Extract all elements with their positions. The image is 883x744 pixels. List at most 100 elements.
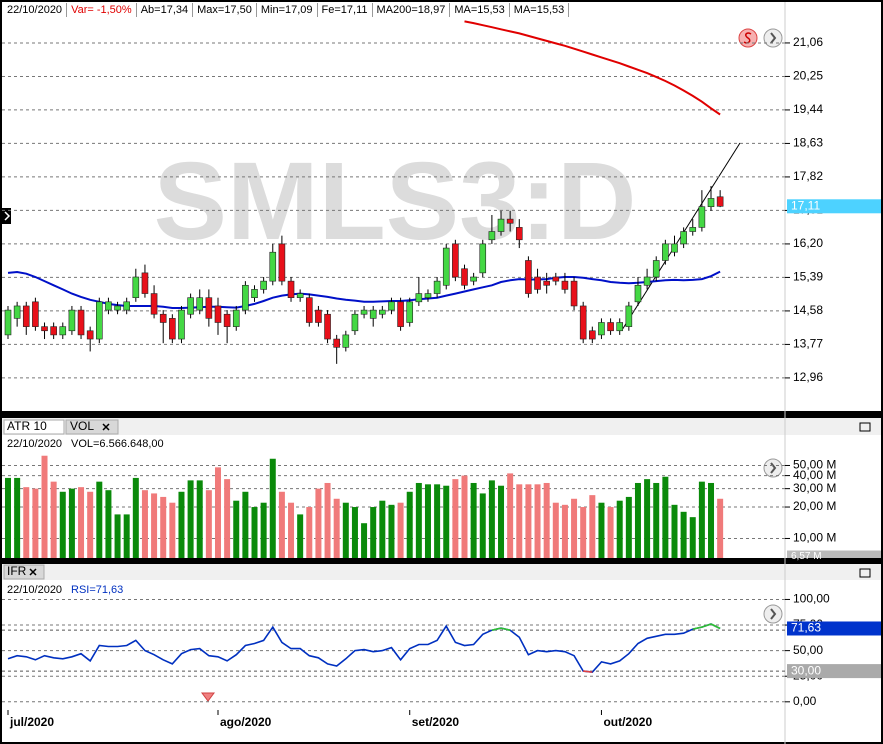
volume-bar xyxy=(151,493,158,558)
close-icon[interactable] xyxy=(102,423,110,431)
scroll-button[interactable] xyxy=(763,28,783,48)
volume-bar xyxy=(589,495,596,558)
volume-bar xyxy=(214,467,221,558)
volume-bar xyxy=(196,480,203,558)
volume-bar xyxy=(361,523,368,558)
candle-body xyxy=(251,289,258,298)
volume-bar xyxy=(662,476,669,558)
panel-value: RSI=71,63 xyxy=(71,584,123,596)
volume-bar xyxy=(224,479,231,558)
volume-panel xyxy=(2,418,881,558)
candle-body xyxy=(506,218,514,224)
rsi-zone-segment xyxy=(701,623,712,628)
oversold-box-label: 30,00 xyxy=(791,663,821,677)
candle-body xyxy=(77,309,85,336)
candle-body xyxy=(187,297,194,315)
volume-bar xyxy=(78,487,85,558)
candle-body xyxy=(415,293,423,303)
volume-bar xyxy=(32,488,39,558)
candle-body xyxy=(442,247,450,286)
volume-bar xyxy=(671,504,678,558)
volume-bar xyxy=(461,475,468,558)
volume-bar xyxy=(251,507,258,558)
candle-body xyxy=(561,280,569,290)
volume-bar xyxy=(315,488,322,558)
candle-body xyxy=(534,276,541,290)
scroll-button[interactable] xyxy=(763,604,783,624)
rsi-value-box xyxy=(787,621,881,636)
candle-body xyxy=(305,297,313,323)
candle-body xyxy=(333,338,340,348)
candle-body xyxy=(214,305,222,323)
volume-bar xyxy=(96,481,103,558)
volume-bar xyxy=(50,481,57,558)
candle-body xyxy=(296,293,304,298)
volume-bar xyxy=(178,491,185,558)
quote-item: Max=17,50 xyxy=(193,3,257,17)
volume-bar xyxy=(424,484,431,558)
candle-body xyxy=(105,301,112,311)
volume-bar xyxy=(187,480,194,558)
volume-bar xyxy=(14,477,21,558)
candle-body xyxy=(452,243,459,278)
volume-bar xyxy=(233,500,240,558)
maximize-icon[interactable] xyxy=(859,422,871,432)
candle-body xyxy=(232,309,240,327)
y-tick-label: 50,00 xyxy=(793,643,823,657)
volume-bar xyxy=(689,517,696,558)
rsi-value-box-label: 71,63 xyxy=(791,621,821,635)
tab-label[interactable]: ATR 10 xyxy=(7,419,47,433)
rsi-zone-segment xyxy=(692,626,703,630)
rsi-zone-segment xyxy=(583,670,593,673)
y-tick-label: 17,82 xyxy=(793,169,823,183)
candle-body xyxy=(196,297,204,311)
close-icon[interactable] xyxy=(29,568,37,576)
event-marker[interactable] xyxy=(201,692,215,702)
side-handle[interactable] xyxy=(2,208,11,224)
volume-bar xyxy=(525,484,532,558)
candle-body xyxy=(525,260,532,294)
volume-bar xyxy=(297,514,304,558)
date: 22/10/2020 xyxy=(3,3,68,17)
tab-label[interactable]: VOL xyxy=(70,419,94,433)
volume-bar xyxy=(717,498,724,558)
tab-label[interactable]: IFR xyxy=(7,564,27,578)
y-tick-label: 12,96 xyxy=(793,370,823,384)
candle-body xyxy=(342,334,350,348)
scroll-button[interactable] xyxy=(763,458,783,478)
quote-item: MA=15,53 xyxy=(450,3,510,17)
maximize-icon[interactable] xyxy=(859,568,871,578)
x-tick-label: jul/2020 xyxy=(9,715,54,729)
candle-body xyxy=(369,309,377,319)
y-tick-label: 0,00 xyxy=(793,694,817,708)
candle-body xyxy=(643,276,651,286)
candle-body xyxy=(552,276,560,282)
volume-bar xyxy=(698,481,705,558)
volume-bar xyxy=(708,482,715,558)
volume-bar xyxy=(452,479,459,558)
tab[interactable] xyxy=(3,564,45,580)
tab[interactable] xyxy=(65,419,119,435)
rsi-tab-bar xyxy=(2,564,881,580)
candle-body xyxy=(159,313,167,323)
candle-body xyxy=(470,276,477,282)
candle-body xyxy=(22,305,30,327)
panel-value: VOL=6.566.648,00 xyxy=(71,438,164,450)
last-price-box xyxy=(787,199,881,214)
x-tick-label: ago/2020 xyxy=(220,715,272,729)
candle-body xyxy=(287,280,295,298)
arrow xyxy=(4,211,11,221)
volume-bar xyxy=(288,502,295,558)
candle-body xyxy=(178,309,185,340)
panel-date: 22/10/2020 xyxy=(7,584,62,596)
tab[interactable] xyxy=(3,419,65,435)
volume-bar xyxy=(242,491,249,558)
candle-body xyxy=(4,309,12,336)
variation: Var= -1,50% xyxy=(67,3,137,17)
y-tick-label: 15,39 xyxy=(793,270,823,284)
volume-bar xyxy=(269,458,276,558)
candle-body xyxy=(579,305,587,340)
volume-bar xyxy=(132,477,139,558)
candle-body xyxy=(515,227,523,241)
